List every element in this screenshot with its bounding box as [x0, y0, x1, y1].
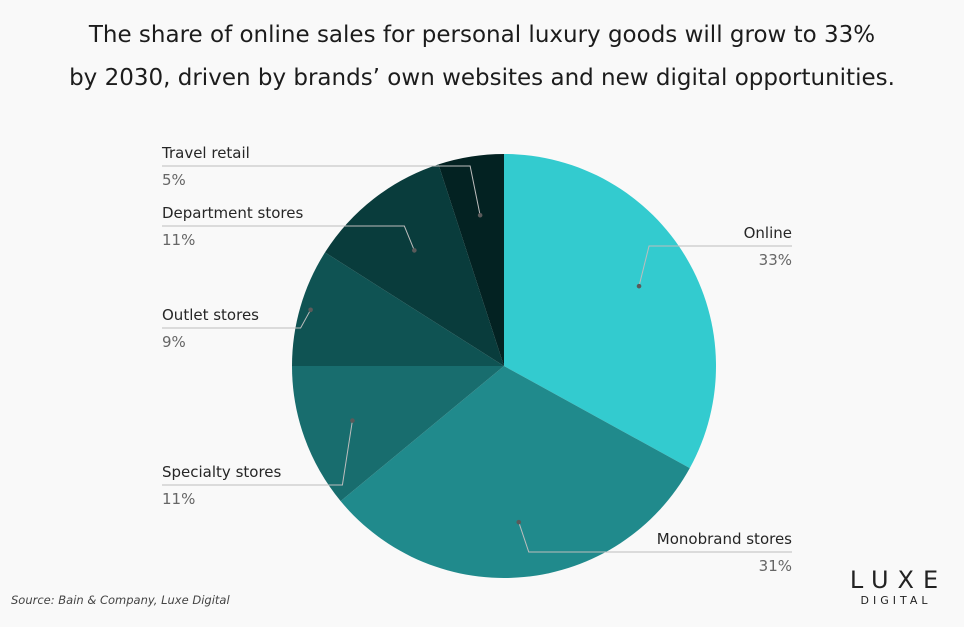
leader-line-outlet-stores: [162, 309, 312, 329]
source-note: Source: Bain & Company, Luxe Digital: [11, 593, 230, 607]
leader-line-online: [638, 245, 792, 287]
pie-slice-travel-retail: [438, 154, 504, 366]
pie-slice-department-stores: [325, 164, 504, 366]
pie-slice-monobrand-stores: [340, 366, 690, 578]
slice-value-monobrand-stores: 31%: [759, 557, 792, 575]
slice-label-specialty-stores: Specialty stores: [162, 463, 282, 481]
slice-label-travel-retail: Travel retail: [161, 144, 250, 162]
pie-slice-online: [504, 154, 716, 469]
chart-title-line-2: by 2030, driven by brands’ own websites …: [69, 65, 895, 91]
slice-value-travel-retail: 5%: [162, 171, 186, 189]
leader-line-specialty-stores: [162, 420, 353, 486]
leader-dot-department-stores: [412, 248, 417, 253]
slice-label-monobrand-stores: Monobrand stores: [657, 530, 792, 548]
pie-slice-outlet-stores: [292, 252, 504, 366]
leader-dot-online: [636, 283, 642, 289]
slice-label-online: Online: [744, 224, 792, 242]
leader-dot-travel-retail: [477, 212, 483, 218]
leader-line-travel-retail: [162, 165, 481, 216]
slice-value-online: 33%: [759, 251, 792, 269]
slice-value-outlet-stores: 9%: [162, 333, 186, 351]
luxe-digital-logo: LUXE DIGITAL: [838, 566, 950, 608]
slice-label-outlet-stores: Outlet stores: [162, 306, 259, 324]
leader-dot-monobrand-stores: [516, 519, 522, 525]
logo-secondary: DIGITAL: [860, 594, 932, 607]
slice-label-department-stores: Department stores: [162, 204, 303, 222]
chart-title-line-1: The share of online sales for personal l…: [88, 22, 876, 48]
slice-value-specialty-stores: 11%: [162, 490, 195, 508]
leader-line-monobrand-stores: [518, 522, 792, 553]
leader-line-department-stores: [162, 225, 415, 251]
slice-value-department-stores: 11%: [162, 231, 195, 249]
leader-dot-outlet-stores: [308, 307, 313, 313]
chart-title: The share of online sales for personal l…: [0, 14, 964, 100]
logo-primary: LUXE: [849, 566, 948, 594]
leader-dot-specialty-stores: [350, 418, 355, 423]
